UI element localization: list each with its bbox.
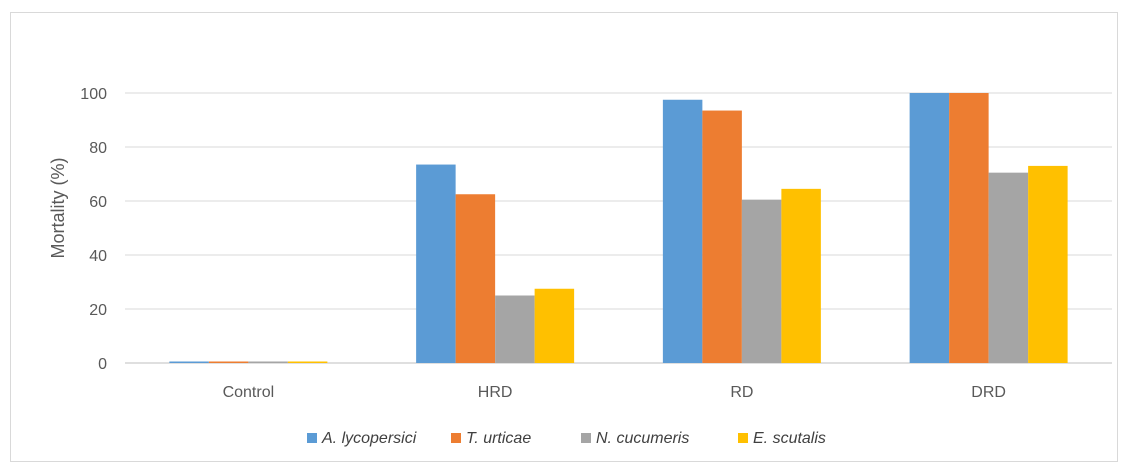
bar-rd-4 (781, 188, 821, 363)
x-tick-label-control: Control (223, 384, 275, 401)
bar-drd-4 (1028, 165, 1068, 363)
bar-drd-2 (949, 93, 989, 363)
bar-rd-1 (662, 99, 703, 363)
bar-drd-3 (988, 172, 1029, 363)
y-tick-label: 80 (89, 140, 107, 157)
x-axis-ticks: Control HRD RD DRD (223, 384, 1006, 401)
y-axis-title: Mortality (%) (48, 157, 68, 258)
legend-swatch-2 (451, 433, 461, 443)
bar-drd-1 (909, 93, 950, 363)
y-tick-label: 20 (89, 302, 107, 319)
legend-label-4: E. scutalis (753, 430, 826, 447)
bar-hrd-4 (534, 288, 575, 363)
x-tick-label-hrd: HRD (478, 384, 513, 401)
x-tick-label-rd: RD (730, 384, 753, 401)
legend-label-1: A. lycopersici (321, 430, 417, 447)
bar-hrd-3 (495, 295, 535, 363)
x-tick-label-drd: DRD (971, 384, 1006, 401)
y-tick-label: 100 (80, 86, 107, 103)
bar-hrd-2 (455, 194, 496, 363)
bar-hrd-1 (416, 164, 456, 363)
legend: A. lycopersici T. urticae N. cucumeris E. s… (307, 430, 826, 447)
bar-control-2 (208, 361, 249, 363)
bar-control-3 (248, 361, 288, 363)
y-tick-label: 40 (89, 248, 107, 265)
bar-control-4 (287, 361, 328, 363)
legend-swatch-4 (738, 433, 748, 443)
bar-control-1 (169, 361, 209, 363)
y-tick-label: 0 (98, 356, 107, 373)
legend-swatch-1 (307, 433, 317, 443)
bars (169, 93, 1068, 363)
bar-rd-3 (741, 199, 782, 363)
legend-label-2: T. urticae (466, 430, 531, 447)
bar-rd-2 (702, 110, 742, 363)
legend-swatch-3 (581, 433, 591, 443)
legend-label-3: N. cucumeris (596, 430, 689, 447)
y-tick-label: 60 (89, 194, 107, 211)
y-axis-ticks: 0 20 40 60 80 100 (80, 86, 107, 373)
